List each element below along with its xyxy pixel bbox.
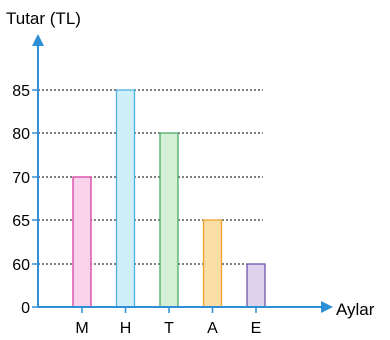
y-axis-arrow: [32, 34, 44, 46]
bar: [115, 89, 136, 308]
y-tick-label: 80: [12, 126, 30, 143]
bar: [72, 176, 92, 308]
x-tick-label: H: [120, 320, 132, 337]
x-tick-label: T: [164, 320, 174, 337]
y-axis-title: Tutar (TL): [6, 9, 81, 28]
x-tick-label: M: [75, 320, 88, 337]
y-tick-label: 85: [12, 83, 30, 100]
y-tick-label: 0: [21, 300, 30, 317]
x-axis-arrow: [321, 301, 333, 313]
y-tick-label: 65: [12, 213, 30, 230]
bar: [202, 219, 223, 308]
bars: [72, 89, 266, 308]
bar: [159, 132, 179, 308]
gridlines: [32, 89, 263, 308]
y-tick-label: 70: [12, 170, 30, 187]
x-tick-label: A: [207, 320, 218, 337]
bar: [246, 263, 266, 308]
x-tick-label: E: [251, 320, 262, 337]
x-axis-title: Aylar: [336, 300, 375, 319]
axes: [32, 34, 333, 313]
y-tick-label: 60: [12, 257, 30, 274]
y-tick-labels: 0 60 65 70 80 85: [12, 83, 30, 317]
